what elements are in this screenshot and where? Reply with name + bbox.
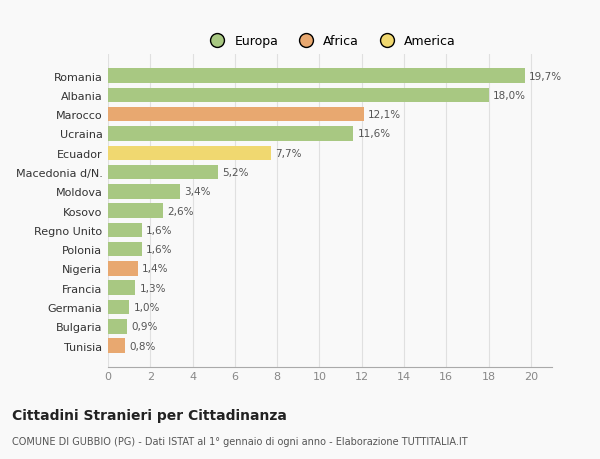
Text: 3,4%: 3,4% [184,187,211,197]
Legend: Europa, Africa, America: Europa, Africa, America [199,30,461,53]
Bar [108,127,353,141]
Bar [108,89,488,103]
Bar [108,223,142,238]
Bar [108,165,218,180]
Bar [108,242,142,257]
Bar [108,262,137,276]
Text: 0,8%: 0,8% [129,341,155,351]
Text: 1,4%: 1,4% [142,264,169,274]
Text: 5,2%: 5,2% [222,168,248,178]
Text: Cittadini Stranieri per Cittadinanza: Cittadini Stranieri per Cittadinanza [12,409,287,422]
Text: 7,7%: 7,7% [275,148,302,158]
Text: 11,6%: 11,6% [358,129,391,139]
Text: 18,0%: 18,0% [493,91,526,101]
Text: 1,3%: 1,3% [140,283,166,293]
Bar [108,281,136,295]
Text: 19,7%: 19,7% [529,72,562,81]
Bar [108,69,524,84]
Bar [108,204,163,218]
Text: COMUNE DI GUBBIO (PG) - Dati ISTAT al 1° gennaio di ogni anno - Elaborazione TUT: COMUNE DI GUBBIO (PG) - Dati ISTAT al 1°… [12,436,467,446]
Bar [108,319,127,334]
Text: 1,6%: 1,6% [146,225,173,235]
Text: 2,6%: 2,6% [167,206,194,216]
Bar [108,185,180,199]
Bar [108,339,125,353]
Bar [108,108,364,122]
Bar [108,146,271,161]
Text: 1,0%: 1,0% [133,302,160,312]
Text: 0,9%: 0,9% [131,322,158,331]
Bar [108,300,129,314]
Text: 1,6%: 1,6% [146,245,173,255]
Text: 12,1%: 12,1% [368,110,401,120]
